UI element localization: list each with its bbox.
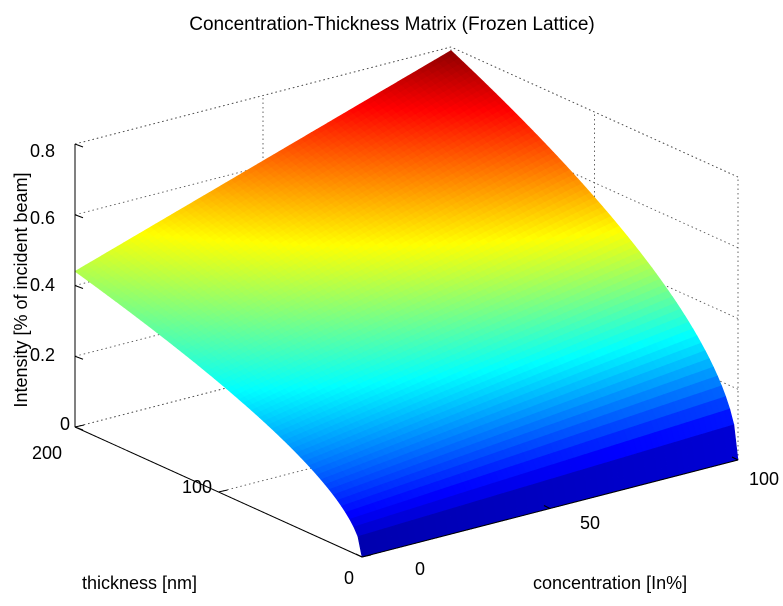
grid-line bbox=[450, 46, 739, 178]
concentration-tick-label: 100 bbox=[749, 469, 779, 489]
x-axis-label: concentration [In%] bbox=[533, 573, 687, 593]
thickness-tick-labels: 200 100 0 bbox=[32, 443, 354, 588]
z-tick-mark bbox=[74, 355, 84, 360]
thickness-tick-label: 0 bbox=[344, 568, 354, 588]
surface-mesh bbox=[74, 50, 739, 558]
chart-title: Concentration-Thickness Matrix (Frozen L… bbox=[189, 14, 594, 35]
concentration-tick-mark bbox=[355, 553, 363, 558]
z-tick-label: 0 bbox=[60, 414, 70, 434]
z-tick-label: 0.4 bbox=[30, 275, 55, 295]
z-tick-label: 0.8 bbox=[30, 141, 55, 161]
concentration-tick-label: 50 bbox=[580, 513, 600, 533]
grid-line bbox=[74, 46, 452, 145]
thickness-tick-label: 200 bbox=[32, 443, 62, 463]
y-axis-label: thickness [nm] bbox=[82, 573, 197, 593]
z-tick-mark bbox=[74, 214, 84, 219]
thickness-tick-mark bbox=[218, 489, 228, 493]
z-tick-mark bbox=[74, 285, 84, 289]
z-tick-label: 0.6 bbox=[30, 208, 55, 228]
thickness-tick-label: 100 bbox=[182, 477, 212, 497]
concentration-tick-label: 0 bbox=[415, 559, 425, 579]
z-tick-label: 0.2 bbox=[30, 345, 55, 365]
thickness-tick-mark bbox=[74, 424, 85, 428]
z-axis-label: Intensity [% of incident beam] bbox=[11, 172, 31, 407]
z-tick-mark bbox=[74, 426, 84, 431]
z-tick-mark bbox=[74, 143, 84, 148]
z-tick-labels: 0.8 0.6 0.4 0.2 0 bbox=[30, 141, 70, 434]
